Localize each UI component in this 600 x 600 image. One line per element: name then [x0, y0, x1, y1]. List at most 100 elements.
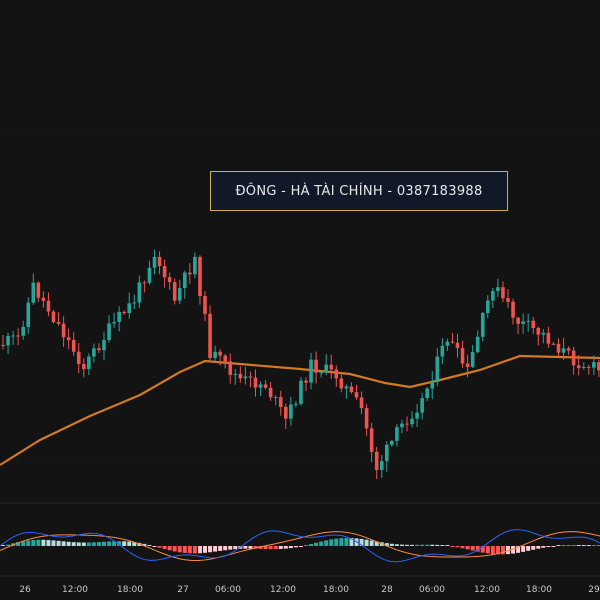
candle [526, 313, 530, 332]
macd-histogram-bar [132, 542, 137, 546]
candle [334, 365, 339, 387]
candle [551, 342, 556, 345]
candle [56, 312, 61, 326]
macd-histogram-bar [41, 539, 46, 546]
macd-histogram-bar [531, 546, 536, 550]
candle-body [92, 348, 96, 357]
macd-histogram-bar [435, 544, 440, 546]
candle [299, 377, 303, 406]
candle-body [213, 351, 217, 359]
macd-histogram-bar [551, 546, 556, 547]
macd-histogram-bar [298, 546, 303, 547]
candle [425, 387, 429, 401]
watermark-text: ĐÔNG - HÀ TÀI CHÍNH - 0387183988 [235, 183, 483, 199]
candle-body [263, 384, 268, 388]
candle [349, 382, 354, 394]
macd-histogram-bar [6, 544, 11, 546]
macd-histogram-bar [561, 545, 566, 546]
macd-histogram-bar [107, 541, 112, 546]
candle-body [501, 287, 505, 299]
candle-body [6, 335, 10, 346]
candles-group [1, 249, 600, 480]
candle-body [445, 341, 450, 346]
candle [480, 311, 485, 342]
macd-histogram-bar [81, 542, 86, 546]
candle [516, 316, 520, 334]
candle [486, 295, 490, 319]
candle [460, 340, 465, 369]
candle-body [66, 337, 71, 341]
candle-body [359, 397, 364, 409]
candle-body [379, 461, 384, 471]
candle-body [385, 444, 389, 462]
macd-histogram-bar [66, 541, 71, 546]
candle-body [546, 332, 551, 344]
candle [364, 404, 369, 436]
candle [66, 328, 71, 349]
candle [385, 441, 389, 472]
candle [162, 259, 167, 288]
candle-body [465, 363, 470, 367]
macd-histogram-bar [470, 546, 475, 551]
macd-histogram-bar [581, 545, 586, 546]
macd-histogram-bar [521, 546, 526, 552]
signal-line [0, 531, 600, 562]
macd-histogram-bar [359, 538, 364, 546]
candle-body [137, 282, 142, 303]
candle [16, 328, 20, 346]
candle-body [218, 351, 222, 356]
candle-body [541, 332, 546, 335]
candle-body [97, 348, 101, 351]
candle-body [157, 256, 162, 267]
candle [208, 305, 212, 363]
macd-histogram-bar [91, 542, 96, 546]
macd-histogram-bar [51, 540, 56, 546]
candle [576, 355, 581, 376]
candle-body [551, 343, 556, 345]
macd-histogram-bar [364, 539, 369, 546]
candle [390, 439, 394, 447]
candle-body [506, 298, 510, 302]
candle [445, 338, 450, 351]
candle-body [521, 321, 525, 324]
macd-histogram-bar [319, 541, 324, 546]
macd-histogram-bar [410, 544, 415, 546]
macd-histogram-bar [248, 546, 253, 549]
macd-histogram-bar [334, 538, 339, 546]
candle [369, 422, 374, 463]
candle [238, 366, 243, 383]
candle-body [576, 365, 581, 369]
candle [506, 288, 510, 309]
x-tick-label: 28 [381, 585, 393, 595]
candle-body [430, 382, 435, 389]
candle-body [455, 342, 460, 349]
candle [470, 344, 475, 369]
candle [289, 396, 293, 426]
candle-body [61, 323, 66, 338]
candle-body [410, 418, 414, 425]
macd-histogram-bar [586, 545, 591, 546]
candle [253, 369, 258, 397]
macd-histogram-bar [16, 542, 21, 546]
candle-body [349, 386, 354, 393]
candle [354, 384, 359, 400]
candle [278, 390, 283, 416]
macd-histogram-bar [420, 544, 425, 546]
macd-histogram-bar [495, 546, 500, 555]
candle [475, 330, 480, 354]
candle [294, 400, 298, 408]
candle [76, 342, 81, 374]
candle [177, 279, 182, 305]
candle-body [369, 428, 374, 452]
candle-body [152, 256, 157, 268]
macd-histogram-bar [31, 539, 36, 546]
candle-body [162, 266, 167, 278]
macd-histogram-bar [460, 546, 465, 549]
candle-body [435, 356, 440, 383]
candle [309, 352, 313, 390]
candle-body [41, 297, 46, 301]
macd-histogram-bar [228, 546, 233, 550]
x-tick-label: 29 [588, 585, 600, 595]
